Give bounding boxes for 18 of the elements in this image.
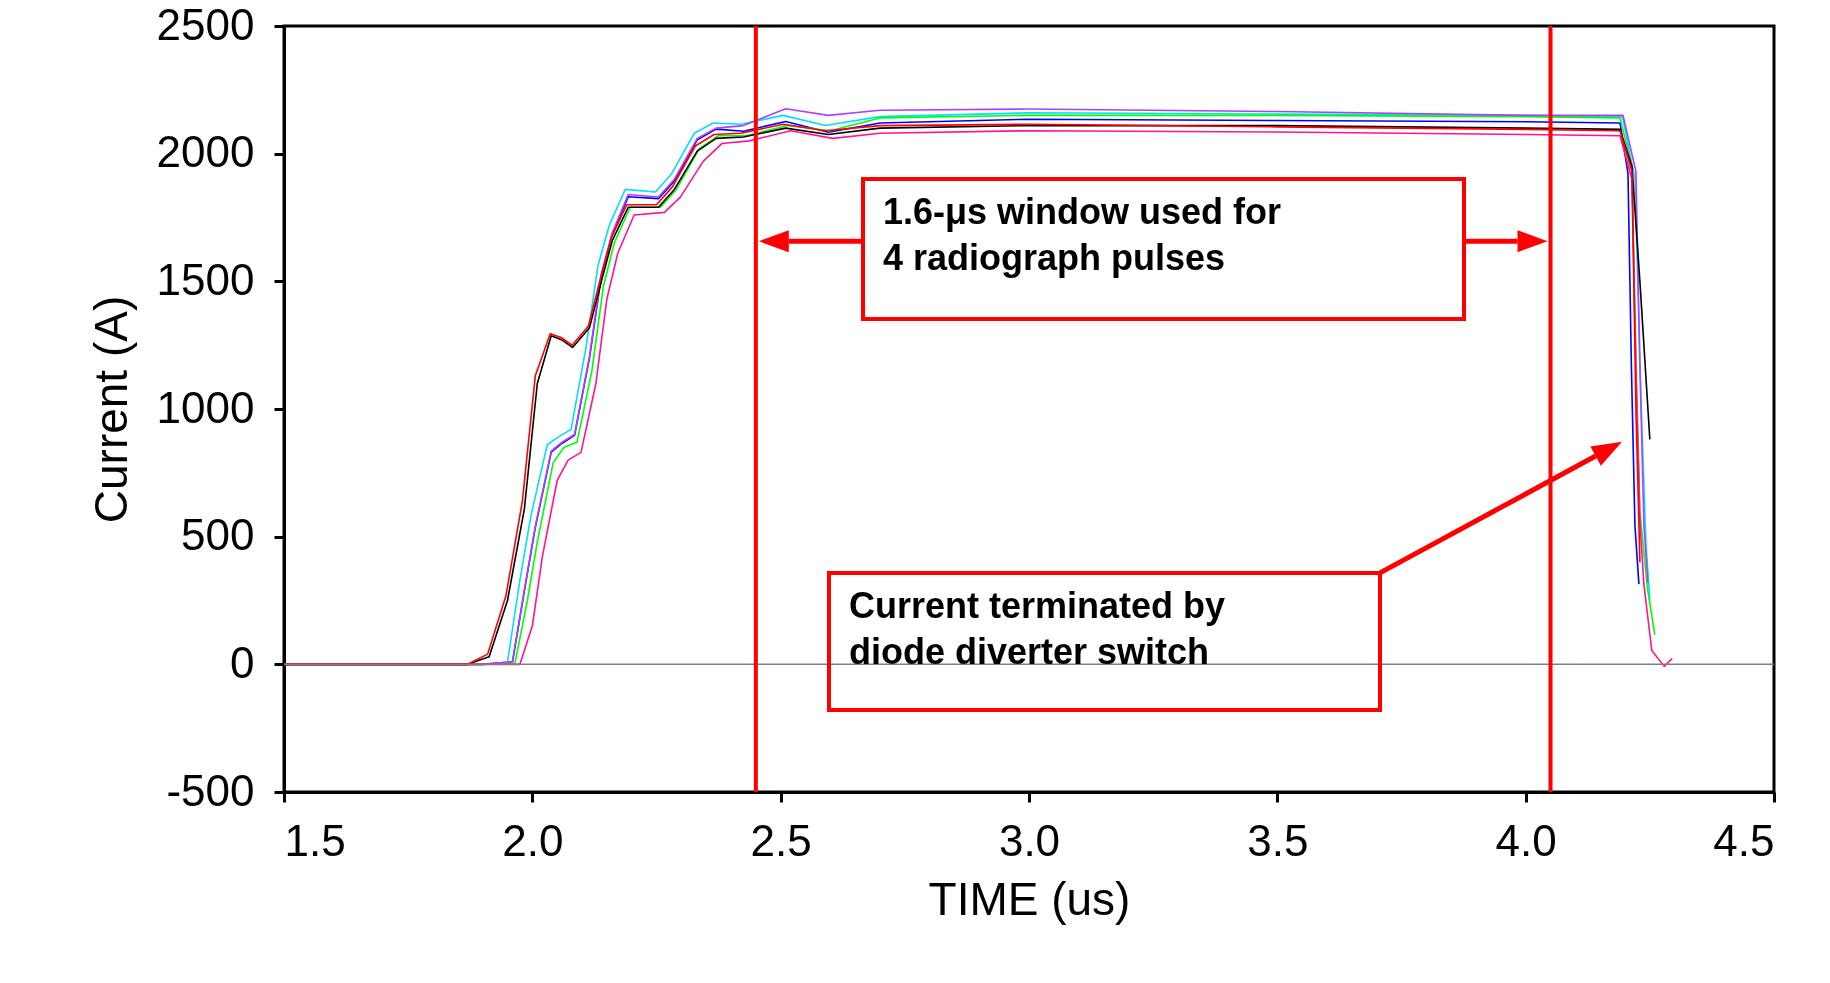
y-tick-label: -500: [166, 765, 255, 815]
y-tick-label: 500: [181, 510, 255, 560]
x-tick-label: 2.5: [750, 815, 812, 865]
x-tick-label: 2.0: [502, 815, 564, 865]
y-tick-label: 0: [230, 637, 255, 687]
y-tick-label: 1500: [156, 254, 255, 304]
x-axis-title: TIME (us): [928, 872, 1131, 925]
annotation: 1.6-μs window used for 4 radiograph pulses: [861, 176, 1466, 321]
y-tick-label: 1000: [156, 382, 255, 432]
x-tick-label: 1.5: [284, 815, 346, 865]
x-tick-label: 3.5: [1247, 815, 1309, 865]
annotation: Current terminated by diode diverter switch: [827, 570, 1382, 712]
y-tick-label: 2500: [156, 0, 255, 49]
y-axis-title: Current (A): [84, 295, 137, 524]
x-tick-label: 3.0: [998, 815, 1061, 865]
x-tick-label: 4.5: [1713, 815, 1775, 865]
y-tick-label: 2000: [156, 127, 255, 177]
x-tick-label: 4.0: [1495, 815, 1557, 865]
